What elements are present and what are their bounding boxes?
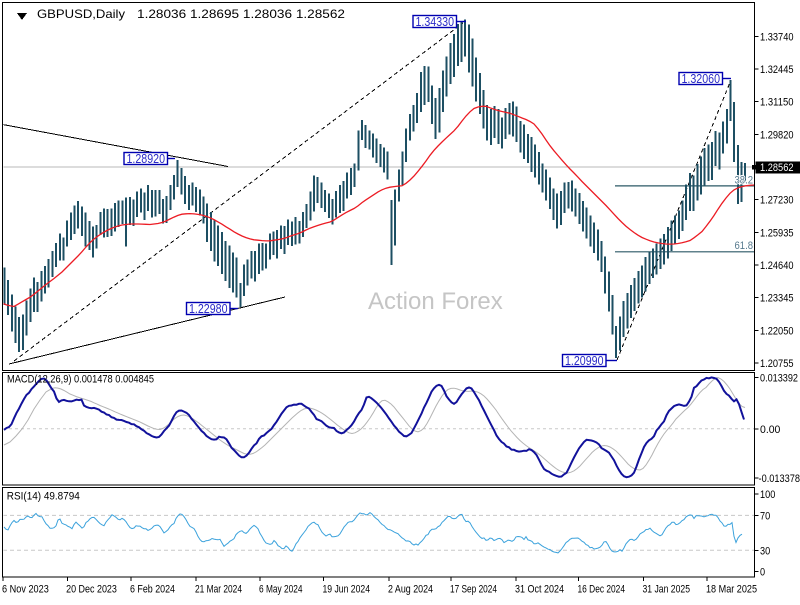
- svg-text:31 Jan 2025: 31 Jan 2025: [643, 583, 691, 595]
- svg-text:Action Forex: Action Forex: [368, 288, 503, 315]
- svg-text:1.22050: 1.22050: [760, 325, 794, 337]
- svg-text:61.8: 61.8: [735, 240, 754, 252]
- svg-text:1.34330: 1.34330: [416, 14, 455, 29]
- svg-text:1.28036 1.28695 1.28036 1.2856: 1.28036 1.28695 1.28036 1.28562: [137, 7, 345, 21]
- svg-text:1.28562: 1.28562: [760, 162, 794, 174]
- svg-text:0: 0: [760, 567, 765, 579]
- svg-text:2 Aug 2024: 2 Aug 2024: [388, 583, 433, 595]
- svg-text:RSI(14) 49.8794: RSI(14) 49.8794: [7, 490, 80, 502]
- svg-text:1.20755: 1.20755: [760, 358, 794, 370]
- svg-text:1.23345: 1.23345: [760, 293, 794, 305]
- svg-text:1.33740: 1.33740: [760, 31, 794, 43]
- svg-text:1.31150: 1.31150: [760, 97, 794, 109]
- svg-text:18 Mar 2025: 18 Mar 2025: [706, 583, 757, 595]
- svg-text:GBPUSD,Daily: GBPUSD,Daily: [37, 7, 125, 21]
- svg-text:16 Dec 2024: 16 Dec 2024: [578, 583, 626, 595]
- svg-text:38.2: 38.2: [735, 174, 754, 186]
- svg-text:1.25935: 1.25935: [760, 227, 794, 239]
- svg-text:30: 30: [760, 545, 770, 557]
- svg-text:6 Nov 2023: 6 Nov 2023: [2, 583, 49, 595]
- svg-text:21 Mar 2024: 21 Mar 2024: [195, 583, 242, 595]
- svg-text:31 Oct 2024: 31 Oct 2024: [515, 583, 564, 595]
- svg-text:70: 70: [760, 510, 770, 522]
- svg-text:-0.013378: -0.013378: [759, 473, 800, 485]
- svg-text:6 May 2024: 6 May 2024: [259, 583, 303, 595]
- svg-text:1.32060: 1.32060: [682, 71, 721, 86]
- svg-text:1.27230: 1.27230: [760, 195, 794, 207]
- svg-text:1.20990: 1.20990: [565, 353, 604, 368]
- svg-text:19 Jun 2024: 19 Jun 2024: [323, 583, 371, 595]
- svg-text:0.00: 0.00: [760, 424, 780, 436]
- svg-text:1.24640: 1.24640: [760, 260, 794, 272]
- svg-text:MACD(12,26,9) 0.001478 0.00484: MACD(12,26,9) 0.001478 0.004845: [7, 374, 154, 386]
- svg-text:1.22980: 1.22980: [189, 301, 228, 316]
- svg-text:20 Dec 2023: 20 Dec 2023: [66, 583, 117, 595]
- svg-text:1.28920: 1.28920: [127, 151, 166, 166]
- svg-text:17 Sep 2024: 17 Sep 2024: [450, 583, 497, 595]
- svg-text:6 Feb 2024: 6 Feb 2024: [130, 583, 175, 595]
- svg-text:1.32445: 1.32445: [760, 64, 794, 76]
- svg-text:0.013392: 0.013392: [760, 373, 798, 385]
- svg-text:100: 100: [760, 489, 775, 501]
- svg-text:1.29820: 1.29820: [760, 129, 794, 141]
